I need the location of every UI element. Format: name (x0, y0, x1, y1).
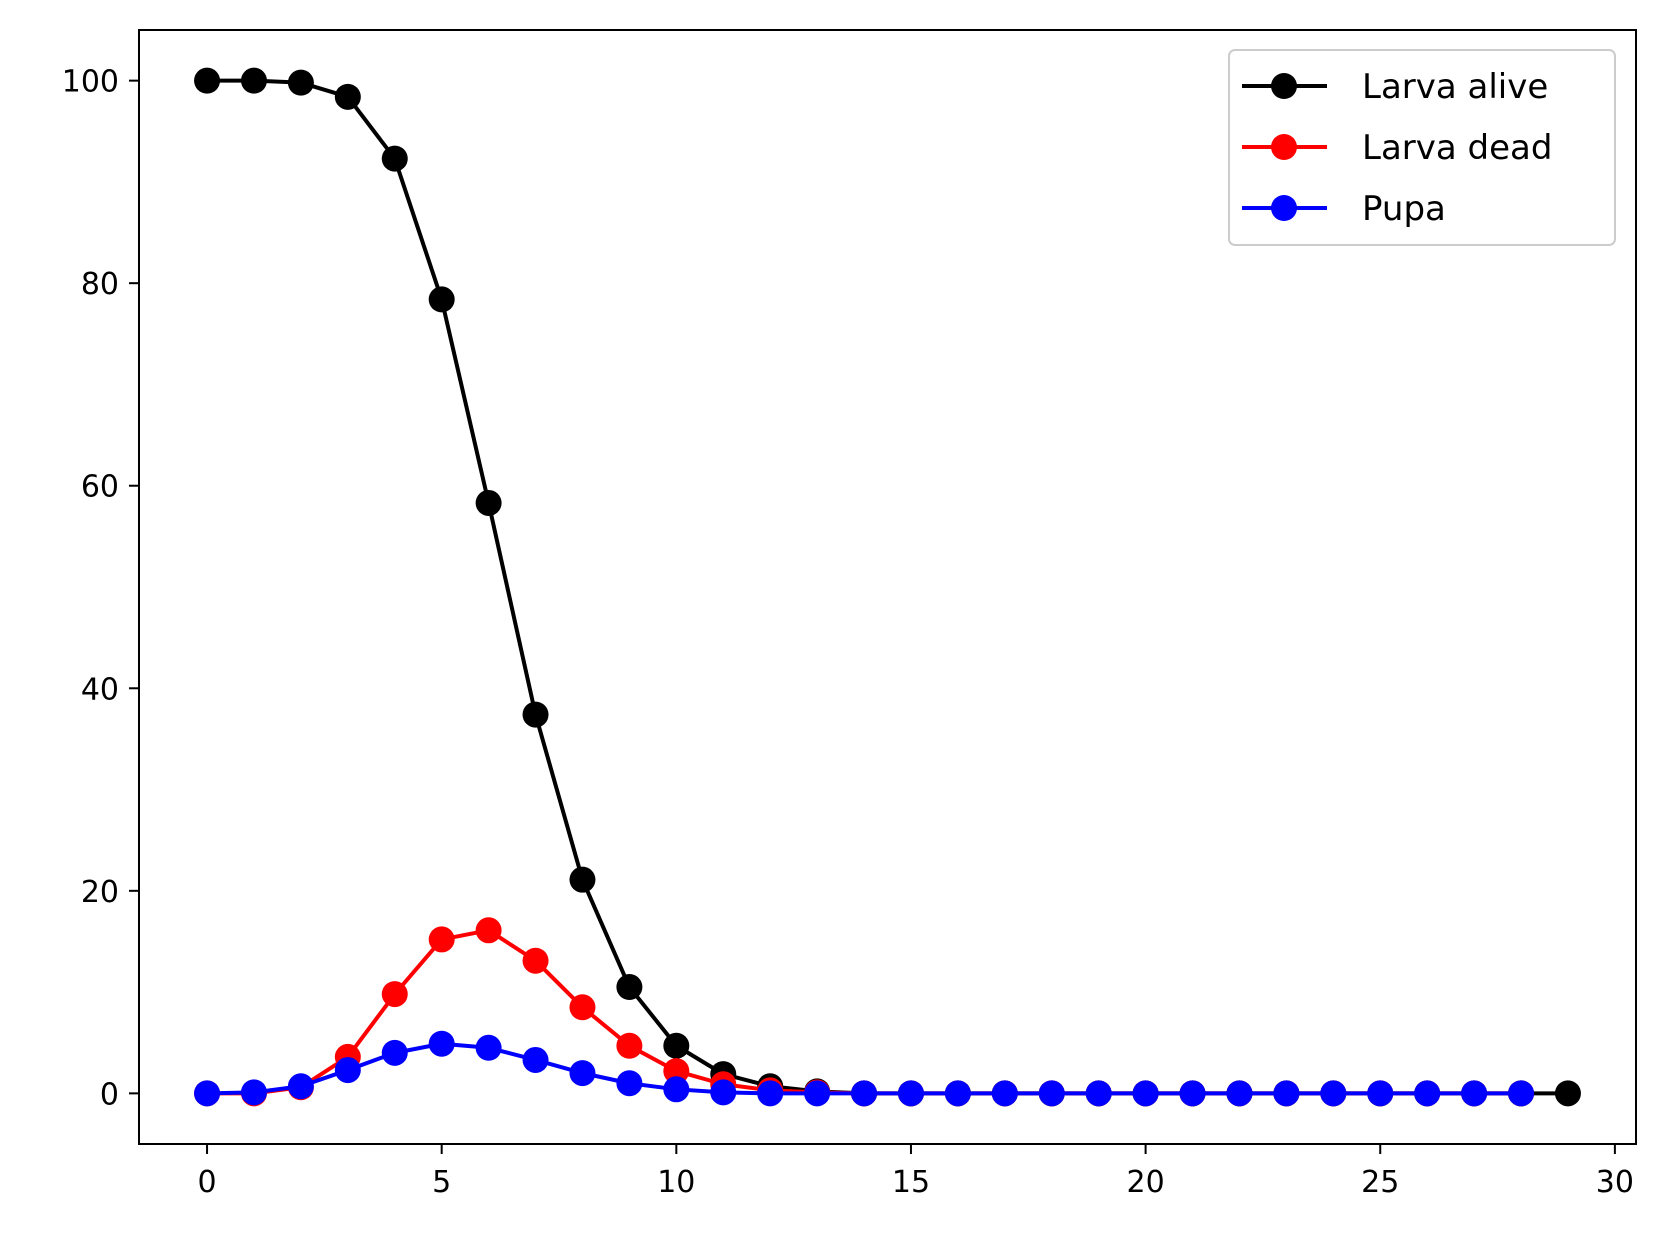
axes: 0 5 10 15 20 25 30 0 20 40 60 80 100 (62, 29, 1637, 1200)
data-point-pupa (1508, 1080, 1535, 1107)
data-point-larva-alive (381, 145, 408, 172)
data-point-pupa (240, 1079, 267, 1106)
data-point-pupa (757, 1080, 784, 1107)
data-point-pupa (663, 1076, 690, 1103)
data-point-larva-alive (522, 701, 549, 728)
data-point-pupa (194, 1080, 221, 1107)
data-point-larva-dead (475, 917, 502, 944)
data-point-pupa (428, 1030, 455, 1057)
y-tick-label: 20 (81, 875, 119, 910)
data-point-pupa (1367, 1080, 1394, 1107)
data-point-pupa (1273, 1080, 1300, 1107)
data-point-larva-dead (663, 1058, 690, 1085)
data-point-pupa (381, 1039, 408, 1066)
y-tick-label: 0 (100, 1077, 119, 1112)
legend-marker-pupa (1271, 195, 1297, 221)
data-point-pupa (1461, 1080, 1488, 1107)
data-point-larva-alive (240, 67, 267, 94)
data-point-larva-dead (428, 926, 455, 953)
data-point-larva-alive (428, 286, 455, 313)
y-tick-label: 40 (81, 672, 119, 707)
data-point-pupa (1132, 1080, 1159, 1107)
y-tick-label: 80 (81, 267, 119, 302)
legend-marker-larva-alive (1271, 73, 1297, 99)
data-point-pupa (1226, 1080, 1253, 1107)
data-point-pupa (804, 1080, 831, 1107)
data-point-pupa (1085, 1080, 1112, 1107)
data-point-pupa (1320, 1080, 1347, 1107)
data-point-larva-alive (616, 974, 643, 1001)
legend-box (1228, 49, 1616, 246)
x-tick-label: 30 (1596, 1165, 1634, 1200)
data-point-pupa (616, 1070, 643, 1097)
data-point-pupa (944, 1080, 971, 1107)
legend: Larva alive Larva dead Pupa (1228, 49, 1616, 246)
legend-label-pupa: Pupa (1362, 189, 1446, 229)
data-point-pupa (569, 1060, 596, 1087)
legend-label-larva-alive: Larva alive (1362, 67, 1548, 107)
x-tick-label: 10 (657, 1165, 695, 1200)
data-point-pupa (475, 1034, 502, 1061)
x-tick-label: 25 (1361, 1165, 1399, 1200)
plot-frame (138, 29, 1637, 1145)
data-point-pupa (1179, 1080, 1206, 1107)
x-tick-label: 20 (1127, 1165, 1165, 1200)
data-point-larva-alive (194, 67, 221, 94)
data-point-larva-alive (287, 69, 314, 96)
data-point-pupa (897, 1080, 924, 1107)
data-point-larva-dead (522, 947, 549, 974)
data-point-larva-alive (475, 489, 502, 516)
data-point-pupa (1038, 1080, 1065, 1107)
y-tick-label: 100 (62, 65, 119, 100)
data-point-larva-dead (616, 1032, 643, 1059)
x-tick-label: 15 (892, 1165, 930, 1200)
data-point-pupa (334, 1057, 361, 1084)
data-point-pupa (991, 1080, 1018, 1107)
data-point-larva-alive (1554, 1080, 1581, 1107)
data-point-larva-dead (381, 981, 408, 1008)
data-point-larva-dead (569, 994, 596, 1021)
data-point-larva-alive (569, 866, 596, 893)
data-point-pupa (1414, 1080, 1441, 1107)
x-tick-label: 0 (197, 1165, 216, 1200)
data-point-pupa (851, 1080, 878, 1107)
data-point-larva-alive (663, 1032, 690, 1059)
y-tick-label: 60 (81, 470, 119, 505)
legend-label-larva-dead: Larva dead (1362, 128, 1552, 168)
data-point-pupa (710, 1079, 737, 1106)
data-point-larva-alive (334, 83, 361, 110)
data-point-pupa (287, 1073, 314, 1100)
data-point-pupa (522, 1046, 549, 1073)
x-tick-label: 5 (432, 1165, 451, 1200)
legend-marker-larva-dead (1271, 134, 1297, 160)
plot-area (194, 67, 1581, 1107)
